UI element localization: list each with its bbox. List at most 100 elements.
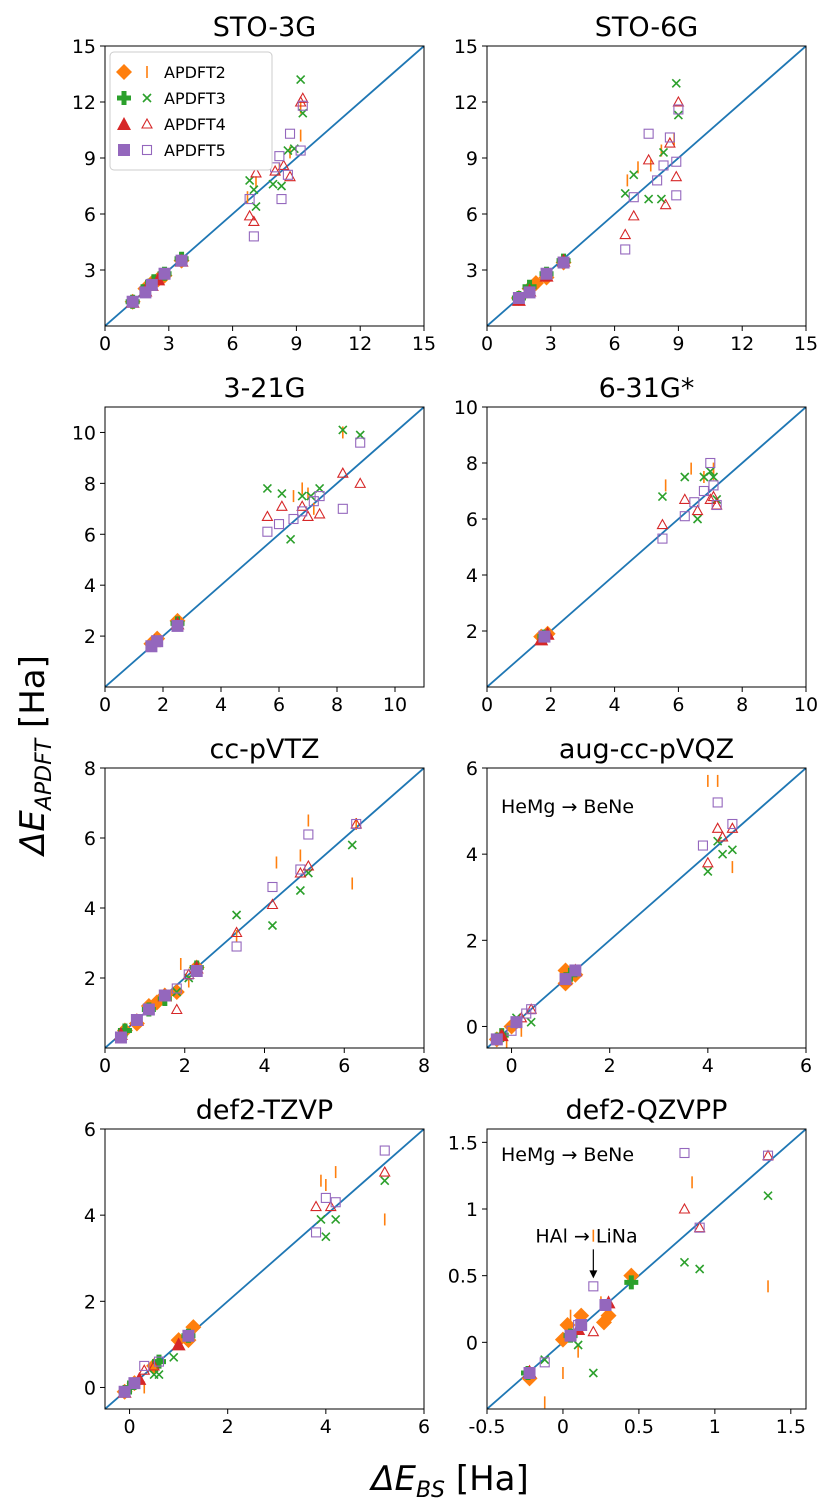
point-3-21g-apdft5-open-4 xyxy=(308,496,319,507)
legend-label-apdft2: APDFT2 xyxy=(164,63,226,82)
point-cc-pvtz-apdft4-open-0 xyxy=(170,1003,183,1015)
y-axis-title-sub: APDFT xyxy=(32,737,57,812)
point-def2-qzvpp-apdft5-open-2 xyxy=(588,1281,599,1292)
point-sto-6g-apdft5-filled-0 xyxy=(512,292,525,304)
points-6-31g xyxy=(533,457,723,646)
point-sto-6g-apdft3-open-2 xyxy=(644,194,654,204)
point-3-21g-apdft5-open-1 xyxy=(273,519,285,530)
ytick-label-def2-tzvp-2: 4 xyxy=(84,1205,96,1227)
panel-def2-qzvpp: -0.5 0 0.5 1 1.5 0 0.5 1 1.5 def2-QZVPP HeMg → BeN… xyxy=(448,1095,807,1438)
xtick-label-aug-cc-pvqz-0: 0 xyxy=(505,1055,517,1077)
x-axis-title: ΔEBS [Ha] xyxy=(368,1459,529,1503)
xtick-label-aug-cc-pvqz-1: 2 xyxy=(604,1055,616,1077)
ytick-label-cc-pvtz-2: 6 xyxy=(84,828,96,850)
x-axis-title-sub: BS xyxy=(416,1478,445,1503)
point-def2-tzvp-apdft5-open-0 xyxy=(139,1360,150,1371)
xtick-label-cc-pvtz-3: 6 xyxy=(338,1055,350,1077)
point-def2-qzvpp-apdft5-open-0 xyxy=(539,1357,550,1368)
point-aug-cc-pvqz-apdft3-open-2 xyxy=(703,866,713,876)
xtick-label-sto-3g-2: 6 xyxy=(227,333,239,355)
point-sto-3g-apdft5-filled-4 xyxy=(175,254,188,267)
xtick-label-def2-qzvpp-4: 1.5 xyxy=(776,1416,806,1438)
panel-title-def2-qzvpp: def2-QZVPP xyxy=(566,1095,728,1126)
point-sto-6g-apdft5-filled-2 xyxy=(540,267,553,280)
point-cc-pvtz-apdft4-open-4 xyxy=(294,866,307,878)
point-sto-6g-apdft3-open-1 xyxy=(629,170,639,180)
xtick-label-cc-pvtz-2: 4 xyxy=(258,1055,270,1077)
point-aug-cc-pvqz-apdft4-open-3 xyxy=(711,822,724,833)
panel-title-3-21g: 3-21G xyxy=(223,373,305,404)
xtick-label-sto-6g-0: 0 xyxy=(481,333,493,355)
point-cc-pvtz-apdft3-open-4 xyxy=(295,885,305,896)
point-3-21g-apdft4-open-2 xyxy=(296,500,309,511)
ytick-label-def2-tzvp-3: 6 xyxy=(84,1119,96,1141)
point-3-21g-apdft5-open-7 xyxy=(355,437,366,448)
frame-sto-6g xyxy=(486,45,807,327)
point-aug-cc-pvqz-apdft3-open-3 xyxy=(718,849,728,859)
point-def2-tzvp-apdft5-open-5 xyxy=(379,1145,390,1156)
xtick-label-6-31g-1: 2 xyxy=(545,694,557,716)
point-cc-pvtz-apdft5-open-6 xyxy=(351,818,362,830)
point-6-31g-apdft3-open-5 xyxy=(708,472,719,482)
points-def2-qzvpp xyxy=(521,1147,774,1409)
point-def2-qzvpp-apdft5-open-4 xyxy=(694,1222,705,1233)
point-cc-pvtz-apdft5-open-5 xyxy=(303,829,314,840)
xtick-label-def2-tzvp-3: 6 xyxy=(418,1416,430,1438)
ytick-label-cc-pvtz-0: 2 xyxy=(84,968,96,990)
point-def2-tzvp-apdft4-filled-2 xyxy=(171,1337,186,1351)
annotation-aug-cc-pvqz: HeMg → BeNe xyxy=(501,796,634,818)
legend-frame xyxy=(109,51,273,171)
point-aug-cc-pvqz-apdft3-open-4 xyxy=(727,845,737,855)
point-6-31g-apdft4-open-2 xyxy=(691,504,704,516)
xtick-label-6-31g-5: 10 xyxy=(794,694,818,716)
point-cc-pvtz-apdft3-open-3 xyxy=(267,920,278,931)
point-def2-tzvp-apdft5-open-1 xyxy=(153,1356,165,1367)
legend-marker-open-apdft5 xyxy=(141,144,153,156)
point-6-31g-apdft5-open-2 xyxy=(689,497,700,508)
point-3-21g-apdft5-open-6 xyxy=(337,503,348,514)
point-def2-tzvp-apdft4-open-4 xyxy=(378,1165,391,1177)
point-sto-6g-apdft4-open-4 xyxy=(663,136,676,148)
panel-aug-cc-pvqz: 0 2 4 6 0 2 4 6 aug-cc-pVQZ HeMg → BeNe xyxy=(466,734,812,1077)
ytick-label-sto-3g-0: 3 xyxy=(84,260,96,282)
point-6-31g-apdft5-open-1 xyxy=(679,511,690,522)
point-sto-3g-apdft3-open-7 xyxy=(296,75,306,85)
point-sto-6g-apdft4-open-6 xyxy=(672,95,685,107)
point-6-31g-apdft3-open-2 xyxy=(692,514,703,524)
point-6-31g-apdft3-open-1 xyxy=(680,472,690,482)
point-3-21g-apdft3-open-3 xyxy=(297,491,307,501)
point-def2-tzvp-apdft5-open-2 xyxy=(310,1227,322,1238)
xtick-label-3-21g-1: 2 xyxy=(157,694,169,716)
point-sto-3g-apdft3-open-4 xyxy=(276,181,287,191)
point-3-21g-apdft5-open-3 xyxy=(297,506,308,517)
ytick-label-sto-3g-3: 12 xyxy=(72,92,96,114)
point-def2-qzvpp-apdft3-open-4 xyxy=(695,1264,705,1274)
point-aug-cc-pvqz-apdft5-open-4 xyxy=(712,797,723,808)
x-axis-title-unit: [Ha] xyxy=(445,1459,529,1499)
point-aug-cc-pvqz-apdft5-filled-2 xyxy=(559,973,572,986)
point-sto-3g-apdft4-open-2 xyxy=(250,166,262,178)
xtick-label-sto-6g-5: 15 xyxy=(794,333,818,355)
point-cc-pvtz-apdft5-filled-4 xyxy=(190,965,203,977)
point-sto-6g-apdft5-open-3 xyxy=(652,175,663,186)
point-3-21g-apdft5-open-2 xyxy=(288,513,299,525)
panel-3-21g: 0 2 4 6 8 10 2 4 6 8 10 3-21G xyxy=(72,373,425,716)
panel-title-def2-tzvp: def2-TZVP xyxy=(196,1095,333,1126)
panel-title-sto-6g: STO-6G xyxy=(595,12,698,43)
point-def2-qzvpp-apdft3-open-0 xyxy=(540,1355,550,1365)
point-sto-3g-apdft5-open-7 xyxy=(284,128,296,139)
point-sto-3g-apdft5-filled-0 xyxy=(126,295,139,308)
point-sto-6g-apdft4-open-2 xyxy=(642,153,655,165)
panel-6-31g: 0 2 4 6 8 10 2 4 6 8 10 6-31G* xyxy=(454,373,818,716)
y-axis-title-main: ΔE xyxy=(13,810,53,858)
xtick-label-def2-qzvpp-1: 0 xyxy=(557,1416,569,1438)
point-def2-tzvp-apdft5-filled-1 xyxy=(128,1377,141,1390)
panel-sto-3g: 0 3 6 9 12 15 3 6 9 12 15 STO-3G xyxy=(72,12,436,355)
panel-title-6-31g: 6-31G* xyxy=(599,373,695,404)
point-def2-tzvp-apdft3-open-4 xyxy=(321,1232,331,1242)
ytick-label-def2-tzvp-1: 2 xyxy=(84,1291,96,1313)
ytick-label-def2-qzvpp-1: 0.5 xyxy=(448,1266,478,1288)
point-3-21g-apdft4-open-1 xyxy=(275,500,288,511)
legend-marker-filled-apdft3 xyxy=(117,91,131,105)
